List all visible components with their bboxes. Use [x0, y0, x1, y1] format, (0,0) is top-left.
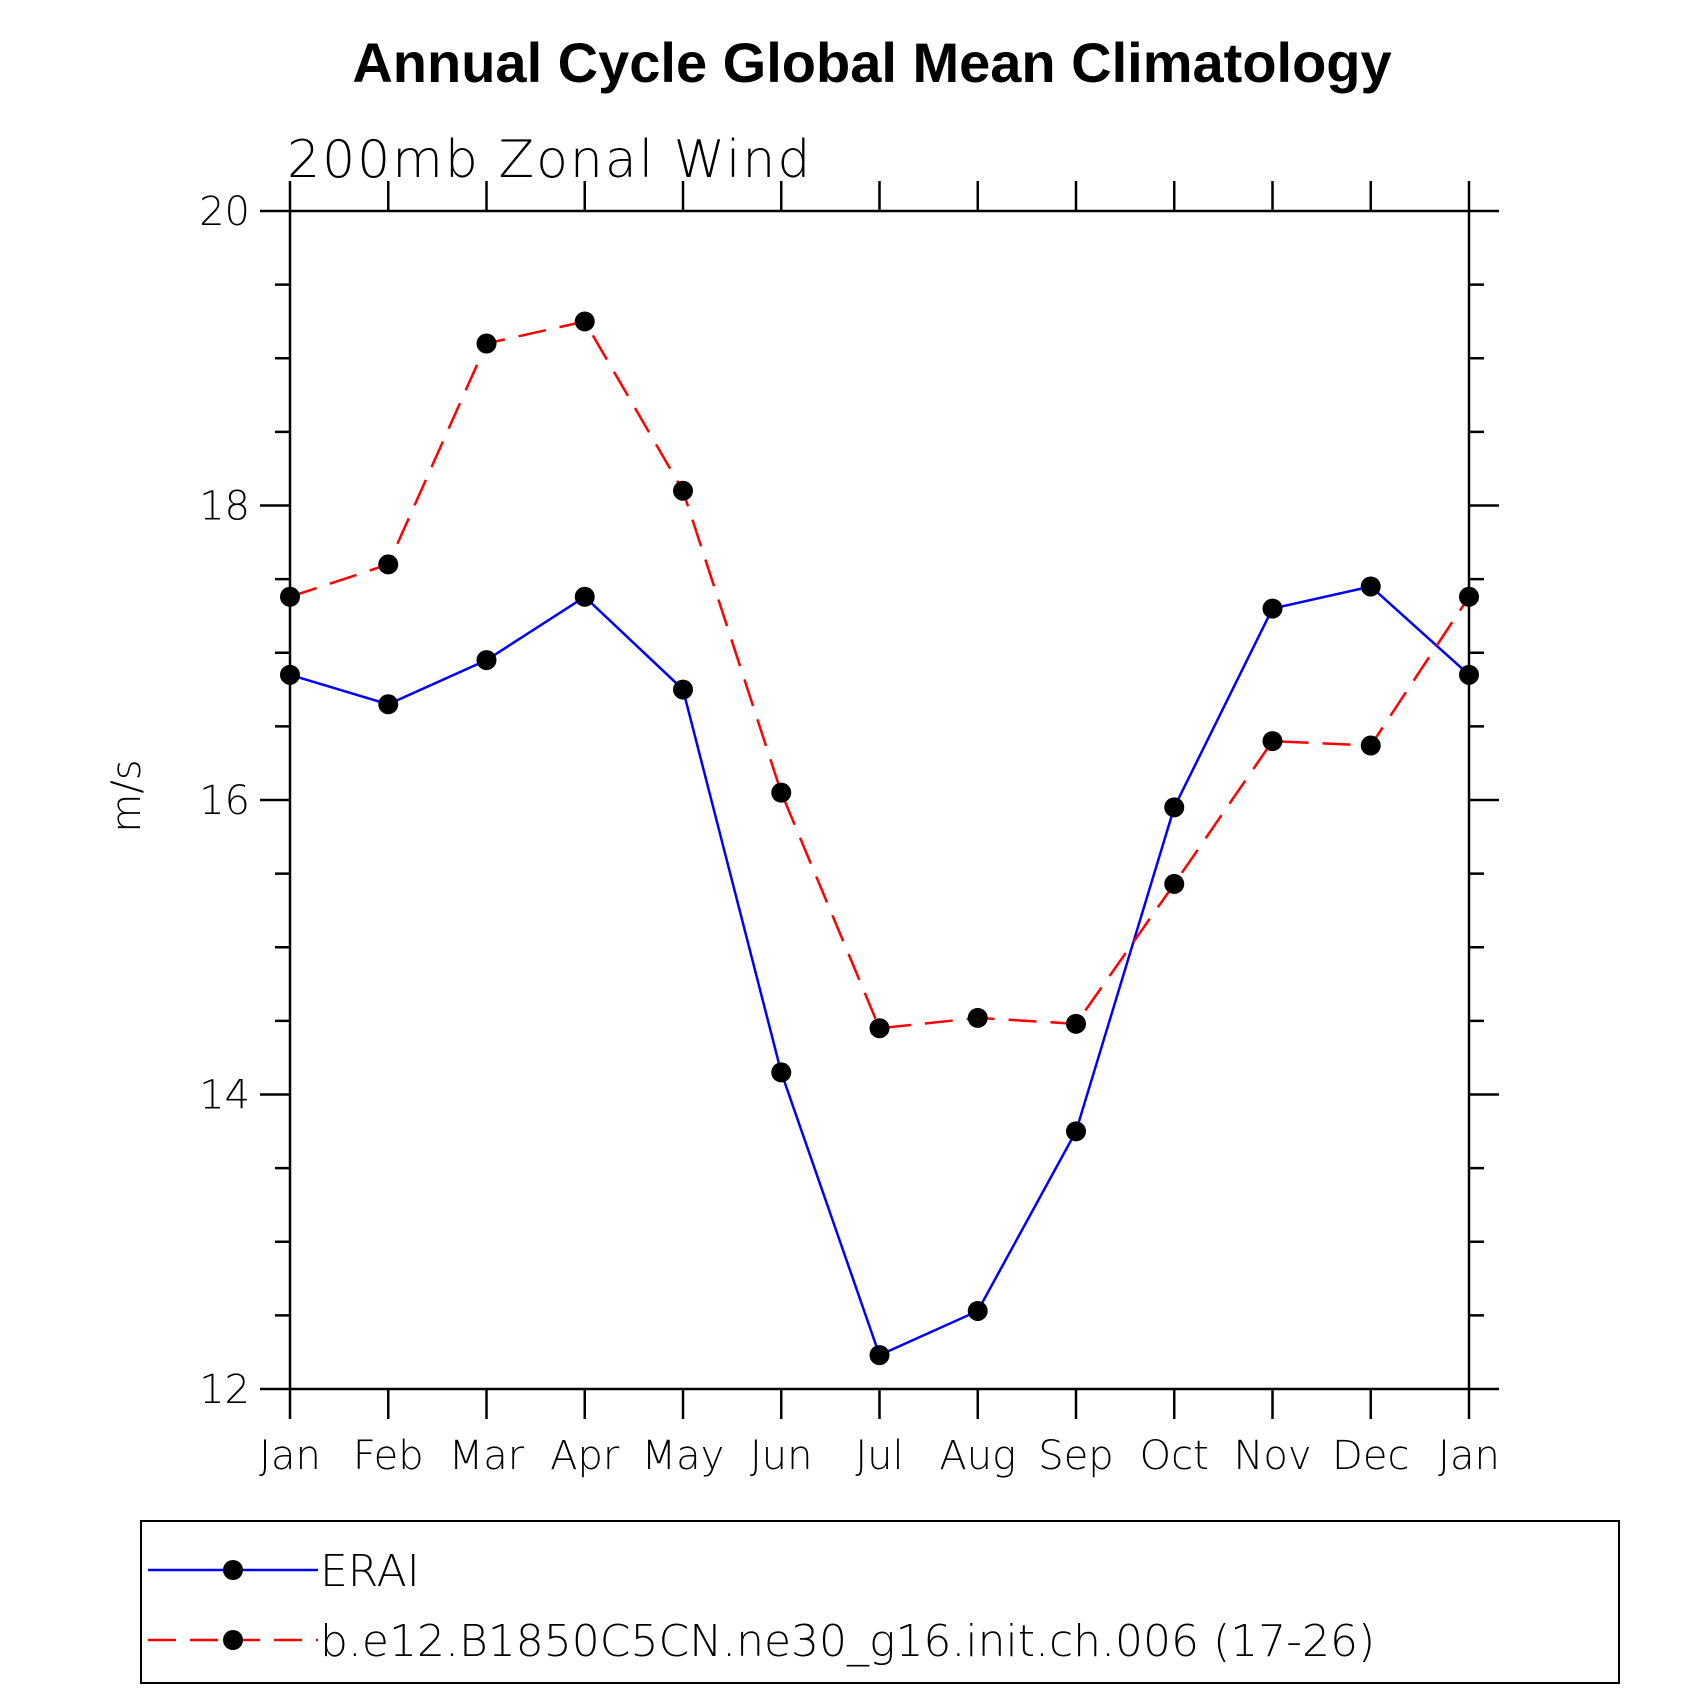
x-tick-label: Jan [1438, 1433, 1500, 1479]
data-point [1360, 576, 1381, 597]
x-tick-label: Feb [353, 1433, 424, 1479]
data-point [673, 480, 693, 501]
legend-label: b.e12.B1850C5CN.ne30_g16.init.ch.006 (17… [320, 1616, 1375, 1667]
data-point [1066, 1013, 1086, 1034]
data-point [771, 1062, 792, 1083]
data-point [869, 1345, 890, 1366]
data-point [1066, 1121, 1086, 1142]
data-point [1262, 598, 1283, 619]
series-line [289, 320, 1471, 1030]
legend-marker [223, 1560, 243, 1580]
data-point [1164, 797, 1185, 818]
data-point [967, 1300, 988, 1321]
y-axis: 12 14 16 18 20 [199, 189, 1499, 1413]
data-point [574, 586, 595, 607]
x-tick-label: Jun [750, 1433, 813, 1479]
x-tick-label: Sep [1038, 1433, 1113, 1479]
x-tick-label: Jan [259, 1433, 321, 1479]
legend-label: ERAI [320, 1546, 420, 1597]
x-tick-label: Jul [855, 1433, 903, 1479]
x-tick-label: Nov [1233, 1433, 1311, 1479]
series-line [289, 585, 1470, 1357]
x-tick-label: Aug [939, 1433, 1016, 1479]
data-point [476, 333, 497, 354]
data-point [476, 650, 497, 671]
chart-title: Annual Cycle Global Mean Climatology [352, 31, 1391, 94]
series-model [280, 311, 1479, 1039]
data-point [771, 782, 792, 803]
chart-subtitle: 200mb Zonal Wind [287, 130, 812, 190]
data-point [967, 1007, 988, 1028]
x-axis: Jan Feb Mar Apr May Jun Jul Aug Sep Oct Nov Dec Jan [259, 181, 1500, 1479]
data-point [869, 1018, 890, 1039]
y-tick-label: 20 [199, 189, 250, 235]
x-tick-label: Apr [550, 1433, 620, 1479]
x-tick-label: Oct [1140, 1433, 1209, 1479]
data-point [1262, 731, 1283, 752]
legend-item: b.e12.B1850C5CN.ne30_g16.init.ch.006 (17… [148, 1616, 1375, 1667]
y-tick-label: 18 [199, 484, 250, 530]
y-tick-label: 14 [199, 1073, 250, 1119]
legend-item: ERAI [148, 1546, 420, 1597]
y-tick-label: 12 [199, 1367, 250, 1413]
x-tick-label: May [642, 1433, 725, 1479]
x-tick-label: Mar [449, 1433, 525, 1479]
legend-marker [223, 1630, 243, 1650]
data-point [1164, 873, 1185, 894]
series-erai [280, 576, 1479, 1366]
y-axis-label: m/s [104, 759, 150, 832]
data-point [378, 694, 399, 715]
series-layer [280, 311, 1479, 1366]
data-point [280, 664, 300, 685]
data-point [280, 586, 300, 607]
data-point [574, 311, 595, 332]
data-point [378, 554, 399, 575]
data-point [1360, 735, 1381, 756]
legend: ERAI b.e12.B1850C5CN.ne30_g16.init.ch.006… [140, 1520, 1620, 1684]
data-point [1459, 664, 1479, 685]
legend-box [140, 1520, 1620, 1684]
data-point [1459, 586, 1479, 607]
y-tick-label: 16 [199, 778, 250, 824]
x-tick-label: Dec [1332, 1433, 1409, 1479]
data-point [673, 679, 693, 700]
